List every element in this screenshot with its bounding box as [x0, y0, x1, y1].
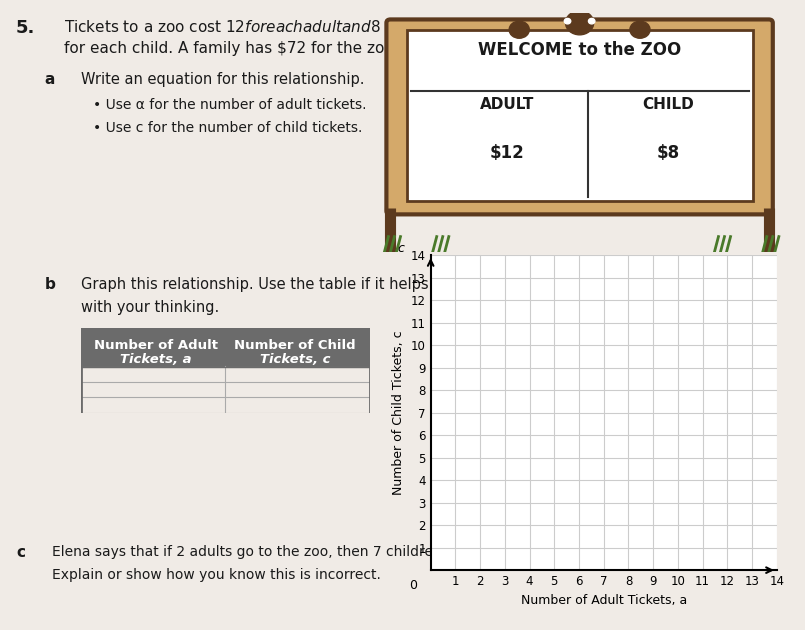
Text: 5.: 5.: [16, 19, 35, 37]
Text: Number of Adult: Number of Adult: [94, 339, 218, 352]
Text: a: a: [44, 72, 55, 88]
FancyBboxPatch shape: [407, 30, 753, 201]
Text: for each child. A family has $72 for the zoo trip.: for each child. A family has $72 for the…: [64, 41, 431, 56]
Text: WELCOME to the ZOO: WELCOME to the ZOO: [478, 41, 681, 59]
Text: with your thinking.: with your thinking.: [80, 300, 219, 315]
Text: • Use α for the number of adult tickets.: • Use α for the number of adult tickets.: [93, 98, 366, 112]
Text: ADULT: ADULT: [480, 98, 535, 112]
Text: c: c: [398, 242, 404, 255]
Text: $12: $12: [489, 144, 525, 162]
Text: Number of Child: Number of Child: [234, 339, 356, 352]
Y-axis label: Number of Child Tickets, c: Number of Child Tickets, c: [392, 330, 405, 495]
FancyBboxPatch shape: [80, 328, 370, 366]
Circle shape: [510, 21, 530, 38]
Text: • Use c for the number of child tickets.: • Use c for the number of child tickets.: [93, 121, 362, 135]
Text: $8: $8: [657, 144, 679, 162]
Text: Tickets to a zoo cost $12 for each adult and $8: Tickets to a zoo cost $12 for each adult…: [64, 19, 381, 35]
Text: Elena says that if 2 adults go to the zoo, then 7 children can also go for $72.: Elena says that if 2 adults go to the zo…: [52, 545, 584, 559]
Text: Explain or show how you know this is incorrect.: Explain or show how you know this is inc…: [52, 568, 382, 582]
Text: Write an equation for this relationship.: Write an equation for this relationship.: [80, 72, 364, 88]
Circle shape: [630, 21, 650, 38]
Text: Graph this relationship. Use the table if it helps: Graph this relationship. Use the table i…: [80, 277, 428, 292]
Text: Tickets, c: Tickets, c: [260, 353, 330, 367]
X-axis label: Number of Adult Tickets, a: Number of Adult Tickets, a: [521, 593, 687, 607]
Circle shape: [588, 18, 595, 24]
Text: b: b: [44, 277, 56, 292]
Text: CHILD: CHILD: [642, 98, 694, 112]
Circle shape: [566, 11, 594, 35]
Text: Tickets, a: Tickets, a: [120, 353, 192, 367]
Text: c: c: [16, 545, 25, 560]
FancyBboxPatch shape: [386, 20, 773, 214]
Circle shape: [564, 18, 571, 24]
Text: 0: 0: [410, 580, 417, 592]
